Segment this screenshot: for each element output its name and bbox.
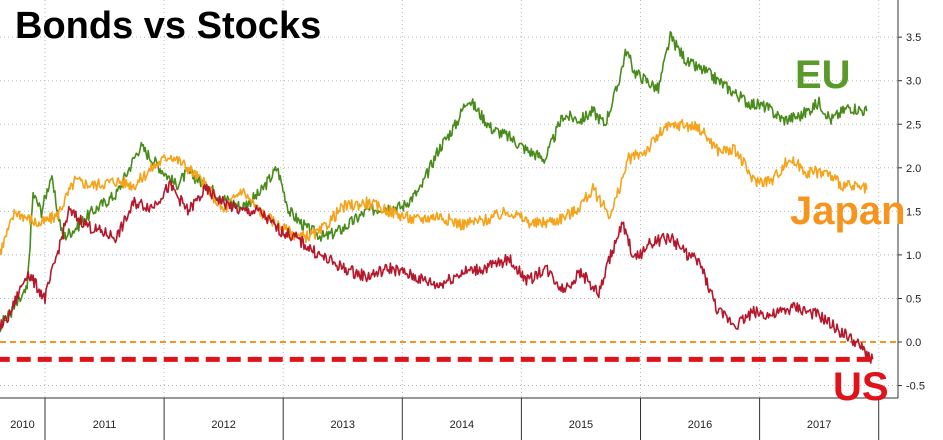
x-tick-label: 2013 [331,419,355,431]
y-tick-label: -0.5 [906,381,925,393]
y-tick-label: 1.5 [906,206,921,218]
y-tick-label: 0.0 [906,337,921,349]
series-label-japan: Japan [790,189,906,233]
y-tick-label: 3.0 [906,76,921,88]
x-tick-label: 2015 [569,419,593,431]
series-line-us [0,179,874,364]
series-line-japan [0,118,868,256]
y-tick-label: 2.5 [906,119,921,131]
x-tick-label: 2010 [10,419,34,431]
label-layer: EU Japan US [790,53,906,409]
x-tick-label: 2014 [450,419,474,431]
x-tick-label: 2017 [807,419,831,431]
y-tick-label: 3.5 [906,32,921,44]
x-tick-label: 2012 [211,419,235,431]
x-tick-label: 2016 [688,419,712,431]
y-tick-label: 1.0 [906,250,921,262]
chart-title: Bonds vs Stocks [15,5,321,47]
x-tick-label: 2011 [93,419,117,431]
y-tick-label: 2.0 [906,163,921,175]
series-layer [0,31,874,364]
series-label-us: US [833,365,889,409]
series-label-eu: EU [795,53,851,97]
grid-layer [0,0,898,398]
series-line-eu [0,31,868,333]
y-tick-label: 0.5 [906,293,921,305]
